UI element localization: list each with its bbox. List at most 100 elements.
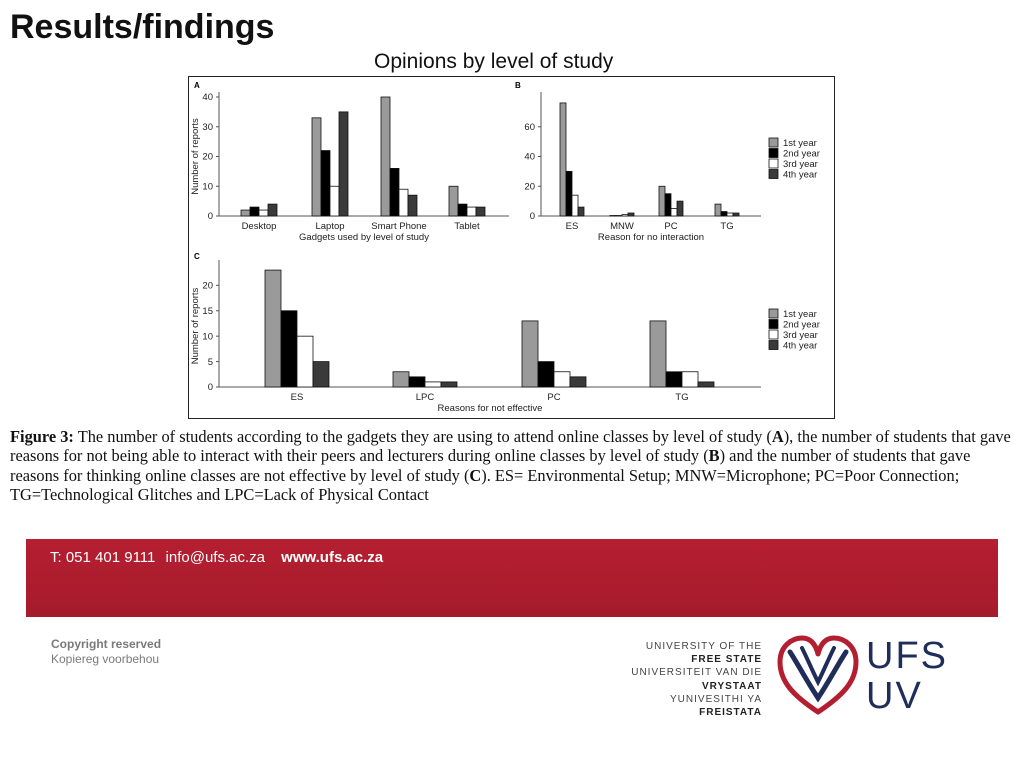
x-tick-label: MNW	[610, 221, 634, 232]
bar-b	[720, 211, 728, 217]
bar-a	[466, 206, 477, 217]
caption-text-3: ) and the number of students that gave r…	[10, 446, 971, 485]
bar-c	[296, 335, 314, 388]
copyright-line-1: Copyright reserved	[51, 637, 162, 651]
phone-number[interactable]: T: 051 401 9111	[50, 549, 156, 566]
bar-c	[537, 361, 555, 388]
bar-b	[726, 212, 734, 217]
legend-swatch	[768, 158, 779, 169]
legend-swatch	[768, 308, 779, 319]
website-link[interactable]: www.ufs.ac.za	[281, 549, 384, 566]
email-link[interactable]: info@ufs.ac.za	[165, 549, 265, 566]
legend-label: 1st year	[783, 138, 817, 149]
figure-frame: A 0 10 20 30 40 Number of reports Desktop Laptop…	[188, 76, 835, 419]
x-tick-label: Smart Phone	[371, 221, 426, 232]
y-tick-label: 15	[202, 306, 213, 317]
bar-c	[681, 371, 699, 388]
y-tick-label: 0	[208, 211, 213, 222]
bar-a	[389, 168, 400, 217]
university-name-line: UNIVERSITEIT VAN DIE	[631, 667, 762, 679]
x-tick-label: TG	[720, 221, 733, 232]
panel-label: A	[194, 81, 200, 90]
y-tick-label: 40	[202, 92, 213, 103]
bar-b	[732, 212, 740, 217]
contact-line: T: 051 401 9111 info@ufs.ac.za www.ufs.a…	[50, 549, 389, 566]
x-tick-label: ES	[291, 392, 304, 403]
caption-text-4: ). ES= Environmental Setup; MNW=Micropho…	[10, 465, 960, 505]
bar-a	[457, 203, 468, 217]
legend-swatch	[768, 340, 779, 350]
university-name-line: YUNIVESITHI YA	[670, 693, 762, 705]
y-tick-label: 5	[208, 357, 213, 368]
x-tick-label: ES	[566, 221, 579, 232]
y-tick-label: 20	[524, 181, 535, 192]
bar-b	[714, 203, 722, 217]
x-tick-label: TG	[675, 392, 688, 403]
logo-text-uv: UV	[866, 675, 923, 717]
y-tick-label: 10	[202, 181, 213, 192]
y-tick-label: 10	[202, 331, 213, 342]
legend-swatch	[768, 137, 779, 148]
footer-band: T: 051 401 9111 info@ufs.ac.za www.ufs.a…	[26, 539, 998, 617]
y-tick-label: 20	[202, 152, 213, 163]
bar-a	[380, 96, 391, 217]
bar-a	[475, 206, 486, 217]
panel-label: C	[194, 252, 200, 261]
legend-swatch	[768, 148, 779, 158]
bar-c	[697, 381, 715, 388]
bar-c	[521, 320, 539, 388]
bar-b	[670, 208, 678, 217]
caption-ref-c: C	[469, 465, 482, 485]
legend-label: 1st year	[783, 309, 817, 320]
bar-c	[264, 269, 282, 388]
bar-b	[658, 185, 666, 217]
university-names: UNIVERSITY OF THE FREE STATE UNIVERSITEI…	[600, 640, 762, 719]
bar-c	[649, 320, 667, 388]
legend-label: 2nd year	[783, 320, 820, 331]
bar-c	[408, 376, 426, 388]
x-axis-label: Reason for no interaction	[598, 232, 704, 243]
x-tick-label: Desktop	[242, 221, 277, 232]
legend-swatch	[768, 329, 779, 340]
x-tick-label: Tablet	[454, 221, 480, 232]
y-tick-label: 30	[202, 122, 213, 133]
bar-b	[559, 102, 567, 217]
bar-b	[621, 214, 629, 217]
bar-a	[407, 194, 418, 217]
ufs-logo-text: UFS UV	[866, 636, 948, 716]
bar-c	[424, 381, 442, 388]
university-name-line: VRYSTAAT	[701, 680, 762, 692]
figure-caption: Figure 3: The number of students accordi…	[10, 427, 1018, 505]
bar-b	[615, 215, 623, 217]
bar-a	[320, 150, 331, 217]
x-tick-label: PC	[547, 392, 560, 403]
caption-ref-a: A	[771, 427, 784, 446]
y-tick-label: 40	[524, 152, 535, 163]
caption-text-1: The number of students according to the …	[73, 427, 772, 446]
bar-a	[249, 206, 260, 217]
bar-c	[440, 381, 458, 388]
bar-b	[627, 212, 635, 217]
x-axis-label: Gadgets used by level of study	[299, 232, 429, 243]
y-tick-label: 60	[524, 122, 535, 133]
university-name-line: UNIVERSITY OF THE	[645, 641, 762, 652]
x-axis-label: Reasons for not effective	[438, 403, 543, 414]
figure-charts: A 0 10 20 30 40 Number of reports Desktop Laptop…	[190, 81, 820, 414]
y-axis-label: Number of reports	[190, 287, 201, 364]
legend-swatch	[768, 169, 779, 179]
slide-title: Results/findings	[10, 8, 275, 46]
panel-label: B	[515, 81, 521, 90]
figure-heading: Opinions by level of study	[374, 50, 614, 73]
x-tick-label: Laptop	[315, 221, 344, 232]
bar-c	[312, 361, 330, 388]
legend-swatch	[768, 319, 779, 329]
legend-label: 3rd year	[783, 330, 818, 341]
bar-a	[267, 203, 278, 217]
university-name-line: FREISTATA	[699, 707, 762, 719]
bar-a	[398, 188, 409, 217]
logo-text-ufs: UFS	[866, 635, 948, 677]
bar-c	[665, 371, 683, 388]
bar-c	[280, 310, 298, 388]
bar-b	[571, 194, 579, 217]
legend-label: 2nd year	[783, 149, 820, 160]
